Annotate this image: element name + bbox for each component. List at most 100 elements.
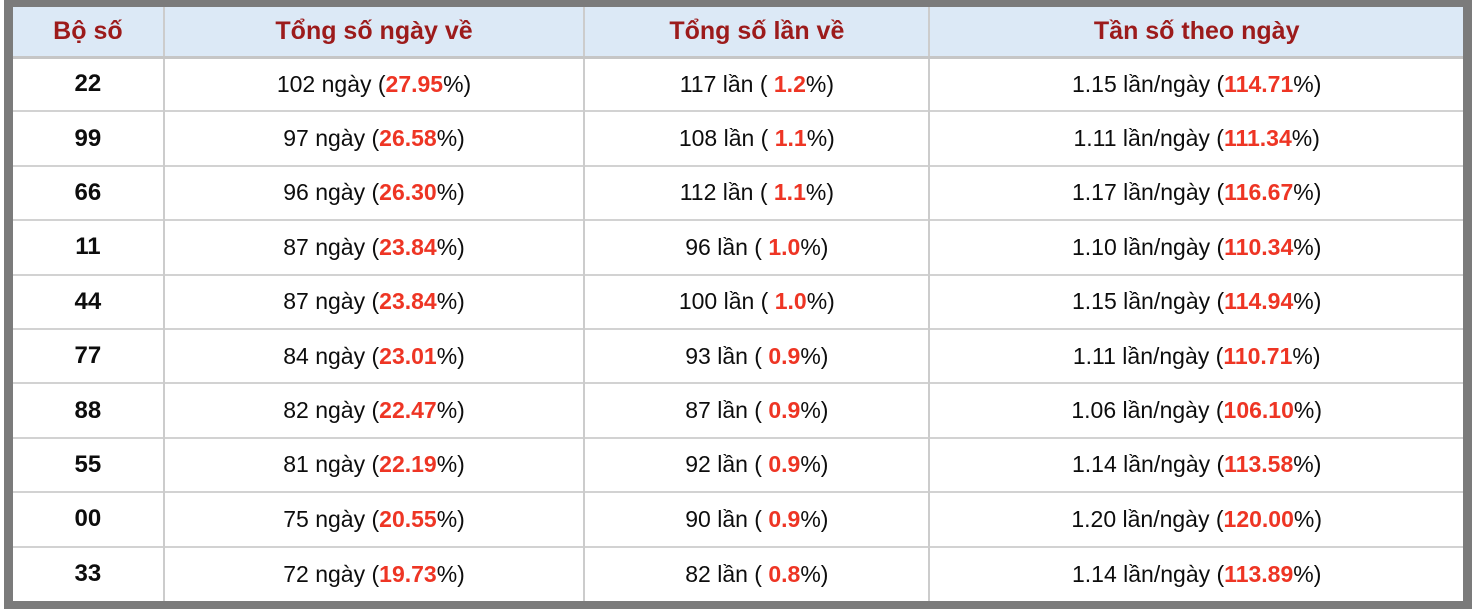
days-percent: 22.19 [379,451,437,478]
pair-cell: 00 [13,491,164,547]
pair-cell: 44 [13,273,164,329]
days-percent: 19.73 [379,560,437,587]
days-text-close: %) [436,179,465,206]
days-cell: 72 ngày (19.73%) [162,545,585,601]
pair-cell: 99 [13,110,164,166]
days-cell: 102 ngày (27.95%) [162,57,585,112]
days-text: 96 ngày ( [283,179,380,206]
times-text-close: %) [800,560,829,587]
table-header: Bộ số Tổng số ngày về Tổng số lần về Tần… [13,7,1463,59]
frequency-text: 1.15 lần/ngày ( [1072,288,1225,315]
pair-cell: 55 [13,436,164,493]
frequency-text-close: %) [1293,505,1323,532]
table-row: 11 87 ngày (23.84%) 96 lần ( 1.0%) 1.10 … [13,219,1463,275]
times-cell: 117 lần ( 1.2%) [583,57,930,112]
days-text-close: %) [436,505,465,532]
frequency-percent: 114.94 [1224,288,1294,315]
frequency-text: 1.11 lần/ngày ( [1073,125,1224,152]
times-text: 87 lần ( [685,397,769,424]
frequency-cell: 1.11 lần/ngày (110.71%) [928,327,1463,384]
frequency-cell: 1.15 lần/ngày (114.94%) [928,273,1463,329]
times-text: 82 lần ( [685,560,769,587]
days-text: 72 ngày ( [283,560,380,587]
times-cell: 87 lần ( 0.9%) [583,382,930,438]
frequency-percent: 114.71 [1224,70,1294,97]
frequency-text: 1.15 lần/ngày ( [1072,70,1225,97]
frequency-cell: 1.20 lần/ngày (120.00%) [928,491,1463,547]
table-row: 00 75 ngày (20.55%) 90 lần ( 0.9%) 1.20 … [13,491,1463,547]
days-text: 82 ngày ( [283,397,380,424]
frequency-text-close: %) [1292,342,1321,369]
table-row: 44 87 ngày (23.84%) 100 lần ( 1.0%) 1.15… [13,273,1463,329]
frequency-text: 1.10 lần/ngày ( [1072,233,1225,260]
frequency-cell: 1.10 lần/ngày (110.34%) [928,219,1463,275]
times-text: 100 lần ( [678,288,775,315]
days-percent: 20.55 [379,505,437,532]
days-text-close: %) [436,451,465,478]
times-text: 93 lần ( [685,342,769,369]
times-text: 112 lần ( [679,179,774,206]
days-text-close: %) [443,70,472,97]
days-percent: 26.58 [379,125,437,152]
table-row: 66 96 ngày (26.30%) 112 lần ( 1.1%) 1.17… [13,164,1463,221]
times-text: 117 lần ( [679,70,774,97]
times-text-close: %) [800,451,829,478]
times-percent: 0.9 [768,451,801,478]
days-text-close: %) [436,233,465,260]
table-row: 33 72 ngày (19.73%) 82 lần ( 0.8%) 1.14 … [13,545,1463,601]
frequency-percent: 113.58 [1224,451,1294,478]
times-text-close: %) [805,179,834,206]
column-header-pair: Bộ số [13,7,164,59]
days-percent: 23.01 [379,342,437,369]
table-row: 22 102 ngày (27.95%) 117 lần ( 1.2%) 1.1… [13,57,1463,112]
lottery-pair-stats-table: Bộ số Tổng số ngày về Tổng số lần về Tần… [13,7,1463,601]
pair-cell: 88 [13,382,164,438]
frequency-text: 1.14 lần/ngày ( [1072,451,1225,478]
times-cell: 96 lần ( 1.0%) [583,219,930,275]
times-percent: 1.1 [773,179,806,206]
times-cell: 82 lần ( 0.8%) [583,545,930,601]
times-percent: 0.8 [768,560,801,587]
times-percent: 0.9 [768,505,801,532]
times-cell: 112 lần ( 1.1%) [583,164,930,221]
times-cell: 108 lần ( 1.1%) [583,110,930,166]
table-row: 88 82 ngày (22.47%) 87 lần ( 0.9%) 1.06 … [13,382,1463,438]
frequency-percent: 106.10 [1223,397,1294,424]
times-text: 96 lần ( [685,233,769,260]
times-text-close: %) [800,397,829,424]
column-header-total-days: Tổng số ngày về [162,7,585,59]
times-text: 108 lần ( [678,125,775,152]
days-text: 84 ngày ( [283,342,380,369]
lottery-stats-table-frame: Bộ số Tổng số ngày về Tổng số lần về Tần… [4,0,1472,609]
frequency-percent: 120.00 [1223,505,1294,532]
times-percent: 0.9 [768,397,801,424]
column-header-frequency-per-day: Tần số theo ngày [928,7,1463,59]
frequency-percent: 116.67 [1224,179,1294,206]
times-text: 92 lần ( [685,451,769,478]
days-cell: 84 ngày (23.01%) [162,327,585,384]
frequency-text: 1.14 lần/ngày ( [1072,560,1225,587]
days-cell: 87 ngày (23.84%) [162,219,585,275]
times-cell: 93 lần ( 0.9%) [583,327,930,384]
days-percent: 23.84 [379,233,437,260]
frequency-cell: 1.14 lần/ngày (113.89%) [928,545,1463,601]
times-percent: 1.1 [774,125,807,152]
frequency-percent: 111.34 [1223,125,1292,152]
frequency-text-close: %) [1293,560,1322,587]
times-text-close: %) [806,125,835,152]
times-percent: 1.0 [774,288,807,315]
days-cell: 82 ngày (22.47%) [162,382,585,438]
table-body: 22 102 ngày (27.95%) 117 lần ( 1.2%) 1.1… [13,57,1463,601]
days-percent: 27.95 [385,70,444,97]
times-text-close: %) [800,505,829,532]
frequency-text: 1.11 lần/ngày ( [1072,342,1224,369]
days-text-close: %) [436,397,465,424]
days-text: 87 ngày ( [283,288,380,315]
frequency-text-close: %) [1293,451,1322,478]
frequency-cell: 1.15 lần/ngày (114.71%) [928,57,1463,112]
frequency-text: 1.17 lần/ngày ( [1072,179,1225,206]
column-header-total-times: Tổng số lần về [583,7,930,59]
days-text: 102 ngày ( [276,70,386,97]
frequency-percent: 110.71 [1223,342,1293,369]
frequency-cell: 1.14 lần/ngày (113.58%) [928,436,1463,493]
